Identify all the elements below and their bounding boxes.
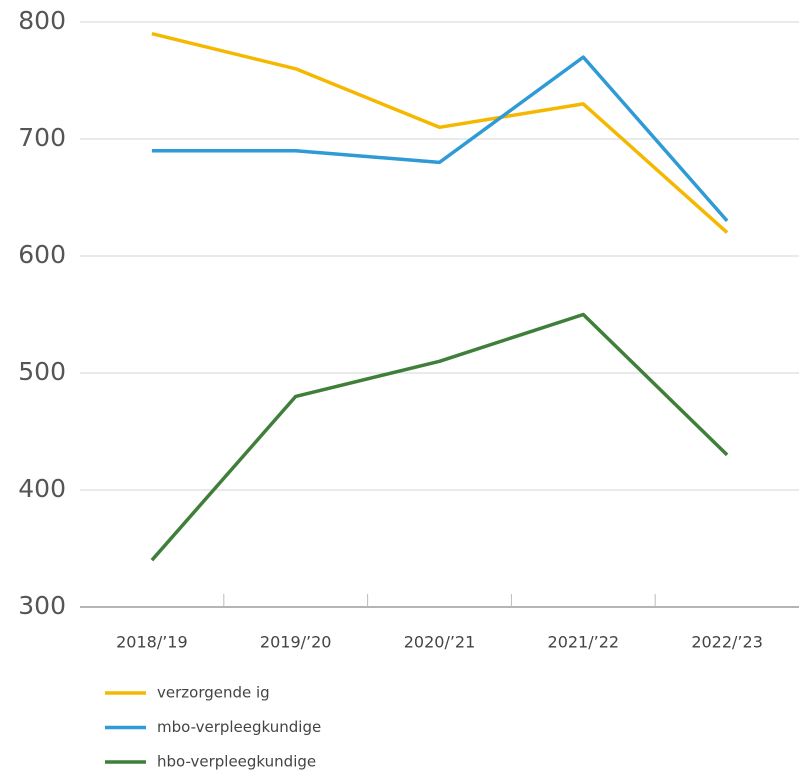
y-tick-label: 300 xyxy=(18,591,66,620)
legend-label: verzorgende ig xyxy=(157,684,270,702)
y-tick-label: 400 xyxy=(18,474,66,503)
legend-label: mbo-verpleegkundige xyxy=(157,718,321,736)
x-tick-label: 2022/’23 xyxy=(691,633,763,652)
x-tick-label: 2018/’19 xyxy=(116,633,188,652)
y-tick-label: 800 xyxy=(18,6,66,35)
x-tick-label: 2019/’20 xyxy=(260,633,332,652)
x-tick-label: 2020/’21 xyxy=(404,633,476,652)
series-line xyxy=(151,31,729,234)
y-tick-label: 600 xyxy=(18,240,66,269)
series-line xyxy=(151,55,729,223)
x-tick-label: 2021/’22 xyxy=(548,633,620,652)
y-tick-label: 700 xyxy=(18,123,66,152)
y-tick-label: 500 xyxy=(18,357,66,386)
series-line xyxy=(150,312,729,562)
legend-label: hbo-verpleegkundige xyxy=(157,753,316,771)
